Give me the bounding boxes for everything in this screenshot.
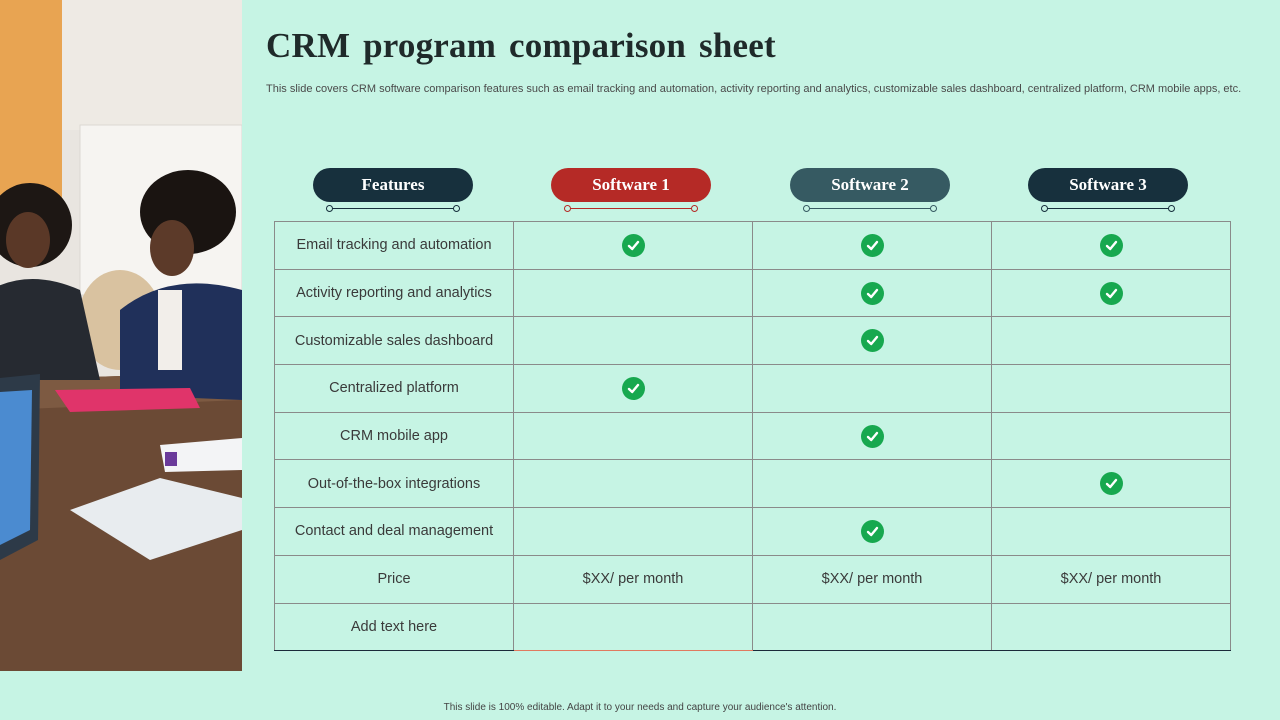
software-1-cell: $XX/ per month (513, 554, 753, 604)
connector-dot (326, 205, 333, 212)
software-2-cell (752, 364, 992, 413)
feature-cell: Add text here (274, 602, 514, 652)
software-3-cell (991, 268, 1231, 318)
header-features: Features (274, 166, 512, 214)
header-connector (1044, 208, 1172, 209)
software-3-cell (991, 221, 1231, 270)
feature-cell: Customizable sales dashboard (274, 316, 514, 366)
software-2-cell (752, 602, 992, 652)
header-connector (567, 208, 695, 209)
software-1-cell (513, 602, 753, 652)
software-3-cell (991, 411, 1231, 461)
table-row: Centralized platform (274, 364, 1231, 413)
connector-dot (1041, 205, 1048, 212)
feature-cell: Price (274, 554, 514, 604)
software-3-cell (991, 507, 1231, 556)
page-subtitle: This slide covers CRM software compariso… (266, 83, 1242, 95)
meeting-photo (0, 0, 242, 671)
connector-dot (930, 205, 937, 212)
software-3-cell (991, 364, 1231, 413)
table-row: Activity reporting and analytics (274, 268, 1231, 318)
software-2-cell (752, 268, 992, 318)
check-circle-icon (1099, 281, 1123, 305)
check-circle-icon (621, 376, 645, 400)
software-1-cell (513, 364, 753, 413)
feature-cell: Contact and deal management (274, 507, 514, 556)
check-circle-icon (860, 424, 884, 448)
software-1-cell (513, 459, 753, 509)
check-circle-icon (860, 281, 884, 305)
table-row: Add text here (274, 602, 1231, 652)
connector-dot (1168, 205, 1175, 212)
header-connector (329, 208, 457, 209)
table-row: Contact and deal management (274, 507, 1231, 556)
comparison-table: Email tracking and automation Activity re… (274, 221, 1231, 652)
table-row: Email tracking and automation (274, 221, 1231, 270)
software-3-cell (991, 602, 1231, 652)
software-2-cell (752, 411, 992, 461)
software-1-cell (513, 221, 753, 270)
software-1-cell (513, 411, 753, 461)
feature-cell: CRM mobile app (274, 411, 514, 461)
software-2-cell: $XX/ per month (752, 554, 992, 604)
software-2-cell (752, 316, 992, 366)
table-row: CRM mobile app (274, 411, 1231, 461)
feature-cell: Out-of-the-box integrations (274, 459, 514, 509)
table-row: Out-of-the-box integrations (274, 459, 1231, 509)
connector-dot (564, 205, 571, 212)
header-software-3: Software 3 (989, 166, 1227, 214)
comparison-table-body: Email tracking and automation Activity re… (274, 221, 1231, 652)
check-circle-icon (621, 233, 645, 257)
connector-dot (803, 205, 810, 212)
software-3-cell: $XX/ per month (991, 554, 1231, 604)
page-title: CRM program comparison sheet (266, 26, 776, 65)
check-circle-icon (860, 233, 884, 257)
table-row: Customizable sales dashboard (274, 316, 1231, 366)
connector-dot (691, 205, 698, 212)
software-1-cell (513, 316, 753, 366)
check-circle-icon (1099, 233, 1123, 257)
header-pill-software-3: Software 3 (1028, 168, 1188, 202)
check-circle-icon (860, 519, 884, 543)
check-circle-icon (860, 329, 884, 353)
connector-dot (453, 205, 460, 212)
header-pill-software-1: Software 1 (551, 168, 711, 202)
header-software-1: Software 1 (512, 166, 750, 214)
check-circle-icon (1099, 472, 1123, 496)
table-row: Price $XX/ per month $XX/ per month $XX/ pe… (274, 554, 1231, 604)
feature-cell: Centralized platform (274, 364, 514, 413)
footer-note: This slide is 100% editable. Adapt it to… (443, 702, 837, 713)
software-3-cell (991, 316, 1231, 366)
feature-cell: Activity reporting and analytics (274, 268, 514, 318)
header-software-2: Software 2 (751, 166, 989, 214)
software-2-cell (752, 221, 992, 270)
software-2-cell (752, 507, 992, 556)
header-connector (806, 208, 934, 209)
header-pill-software-2: Software 2 (790, 168, 950, 202)
header-pill-features: Features (313, 168, 473, 202)
software-3-cell (991, 459, 1231, 509)
software-1-cell (513, 507, 753, 556)
table-header-row: Features Software 1 Software 2 Software … (274, 166, 1228, 214)
feature-cell: Email tracking and automation (274, 221, 514, 270)
software-2-cell (752, 459, 992, 509)
software-1-cell (513, 268, 753, 318)
